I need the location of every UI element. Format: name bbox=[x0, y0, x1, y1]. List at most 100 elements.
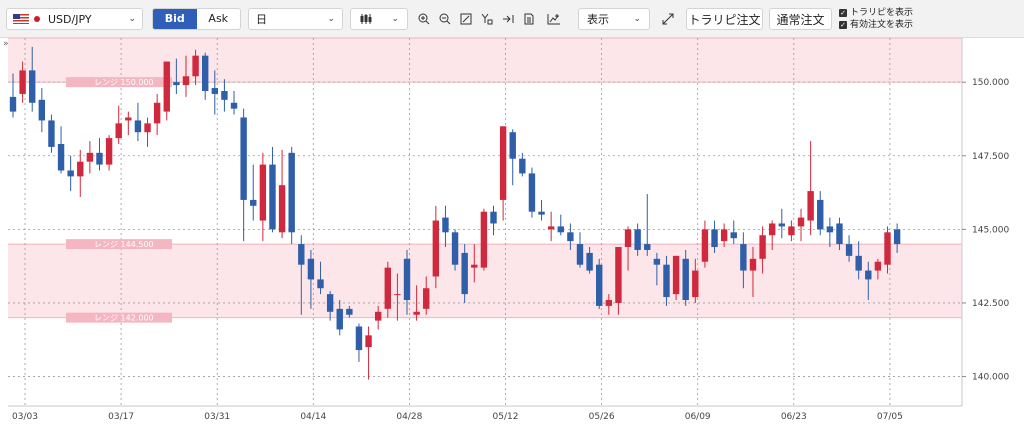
symbol-selector[interactable]: USD/JPY ⌄ bbox=[6, 8, 143, 30]
candle-down bbox=[29, 70, 36, 103]
period-label: 日 bbox=[256, 13, 267, 26]
x-tick-label: 04/28 bbox=[396, 412, 422, 422]
scroll-to-latest-icon[interactable] bbox=[498, 8, 518, 30]
x-tick-label: 07/05 bbox=[877, 412, 903, 422]
trailing-order-button[interactable]: トラリピ注文 bbox=[686, 8, 763, 30]
candle-down bbox=[817, 199, 824, 230]
x-tick-label: 03/31 bbox=[204, 412, 230, 422]
expand-button[interactable] bbox=[656, 8, 680, 30]
range-band bbox=[8, 38, 962, 83]
show-active-orders-checkbox[interactable]: ✓ 有効注文を表示 bbox=[839, 19, 913, 31]
candle-up bbox=[19, 70, 26, 94]
y-tick-label: 142.500 bbox=[972, 299, 1009, 309]
display-selector[interactable]: 表示 ⌄ bbox=[578, 8, 650, 30]
candle-down bbox=[9, 96, 17, 112]
collapse-panel-button[interactable]: » bbox=[3, 39, 9, 49]
x-tick-label: 04/14 bbox=[300, 412, 326, 422]
candle-up bbox=[624, 229, 632, 248]
y-tick-label: 147.500 bbox=[972, 152, 1009, 162]
symbol-label: USD/JPY bbox=[48, 12, 92, 26]
candle-down bbox=[865, 270, 872, 280]
add-indicator-icon[interactable] bbox=[544, 8, 564, 30]
zoom-out-icon[interactable] bbox=[435, 8, 455, 30]
candle-up bbox=[874, 261, 882, 271]
normal-order-button[interactable]: 通常注文 bbox=[769, 8, 832, 30]
candle-down bbox=[557, 226, 564, 233]
candle-up bbox=[499, 126, 507, 200]
y-tick-label: 150.000 bbox=[972, 78, 1009, 88]
candle-up bbox=[77, 161, 84, 177]
candle-down bbox=[211, 88, 219, 94]
candle-up bbox=[163, 61, 170, 112]
candle-down bbox=[173, 82, 180, 86]
candle-down bbox=[288, 152, 295, 233]
candle-up bbox=[278, 185, 286, 233]
candle-down bbox=[403, 258, 411, 301]
candle-down bbox=[38, 99, 46, 121]
chart-toolbar: USD/JPY ⌄ Bid Ask 日 ⌄ ⌄ bbox=[0, 0, 1024, 38]
candle-up bbox=[471, 264, 478, 268]
price-chart[interactable]: レンジ 150.000 レンジ 144.500 レンジ 142.000 140.000… bbox=[0, 38, 1024, 424]
candle-up bbox=[105, 138, 113, 165]
x-tick-label: 06/23 bbox=[781, 412, 807, 422]
candle-up bbox=[692, 270, 699, 298]
candle-down bbox=[298, 244, 305, 265]
document-icon[interactable] bbox=[519, 8, 539, 30]
candle-up bbox=[432, 220, 440, 277]
candle-down bbox=[893, 229, 901, 245]
candle-down bbox=[836, 223, 843, 245]
chevron-down-icon: ⌄ bbox=[128, 14, 136, 24]
candle-down bbox=[57, 143, 65, 171]
candle-up bbox=[365, 335, 372, 348]
x-tick-label: 03/17 bbox=[108, 412, 134, 422]
chart-type-selector[interactable]: ⌄ bbox=[350, 8, 408, 30]
candle-up bbox=[480, 211, 488, 268]
candle-down bbox=[221, 90, 228, 100]
x-tick-label: 05/26 bbox=[589, 412, 615, 422]
candle-down bbox=[509, 132, 516, 159]
candle-up bbox=[182, 76, 190, 86]
chevron-down-icon: ⌄ bbox=[391, 14, 399, 24]
checkmark-icon: ✓ bbox=[839, 21, 847, 29]
candle-down bbox=[269, 164, 276, 230]
indicator-lock-icon[interactable] bbox=[477, 8, 497, 30]
candle-down bbox=[519, 158, 526, 174]
ask-button[interactable]: Ask bbox=[208, 12, 229, 25]
candle-up bbox=[749, 258, 757, 271]
candle-up bbox=[701, 229, 709, 262]
candle-down bbox=[663, 264, 670, 298]
candle-down bbox=[576, 244, 584, 265]
candle-down bbox=[826, 226, 834, 233]
candle-up bbox=[884, 232, 891, 265]
candle-down bbox=[528, 173, 536, 212]
chevron-down-icon: ⌄ bbox=[633, 14, 641, 24]
candle-up bbox=[144, 123, 151, 133]
candle-up bbox=[394, 294, 401, 296]
candle-up bbox=[115, 123, 122, 139]
candle-down bbox=[326, 294, 334, 312]
candle-down bbox=[336, 308, 343, 330]
candle-down bbox=[740, 244, 747, 271]
zoom-in-icon[interactable] bbox=[414, 8, 434, 30]
range-label: レンジ 144.500 bbox=[94, 240, 154, 249]
candle-down bbox=[845, 244, 853, 256]
show-active-orders-label: 有効注文を表示 bbox=[850, 20, 914, 30]
candle-down bbox=[67, 170, 74, 177]
candlestick-icon bbox=[360, 14, 372, 24]
bid-button[interactable]: Bid bbox=[153, 9, 197, 29]
fit-screen-icon[interactable] bbox=[456, 8, 476, 30]
candle-down bbox=[230, 102, 238, 109]
range-label: レンジ 150.000 bbox=[94, 78, 154, 87]
candle-down bbox=[202, 55, 209, 91]
candle-up bbox=[374, 311, 382, 321]
period-selector[interactable]: 日 ⌄ bbox=[248, 8, 343, 30]
range-label: レンジ 142.000 bbox=[94, 314, 154, 323]
jp-flag-icon bbox=[34, 16, 40, 22]
candle-down bbox=[586, 252, 593, 271]
show-trailing-checkbox[interactable]: ✓ トラリピを表示 bbox=[839, 7, 913, 19]
us-flag-icon bbox=[13, 14, 29, 24]
candle-up bbox=[615, 247, 622, 303]
y-tick-label: 145.000 bbox=[972, 225, 1009, 235]
candle-down bbox=[634, 229, 641, 250]
candle-down bbox=[355, 326, 363, 351]
